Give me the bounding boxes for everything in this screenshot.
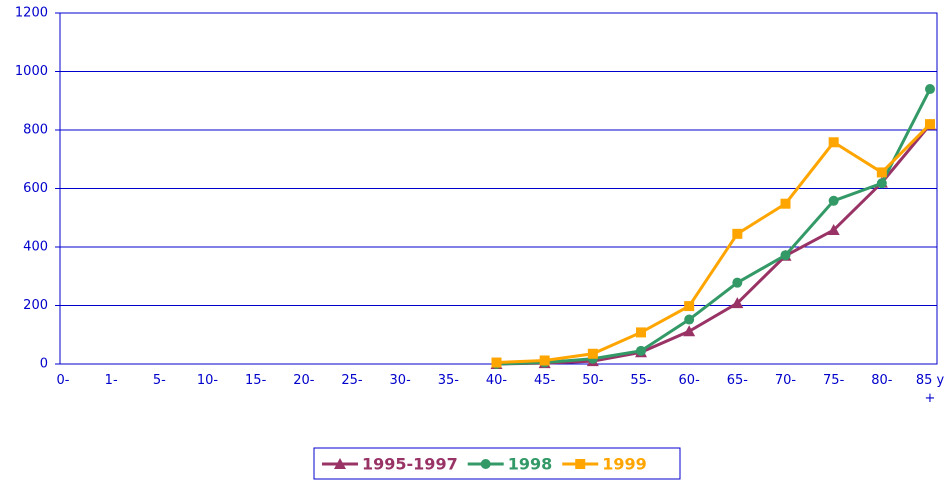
x-tick-label: 0- — [56, 373, 70, 388]
marker — [684, 314, 695, 325]
marker — [925, 119, 935, 130]
line — [496, 88, 932, 366]
marker — [876, 178, 887, 189]
legend-label: 1998 — [508, 455, 553, 474]
marker — [334, 458, 346, 469]
x-tick-label: 50- — [582, 373, 604, 388]
marker — [539, 355, 550, 366]
x-tick-label: 20- — [293, 373, 315, 388]
x-tick-label: 80- — [871, 373, 893, 388]
marker — [732, 228, 743, 239]
x-tick-label: 85 y + — [915, 373, 945, 406]
marker — [828, 137, 839, 148]
series — [491, 84, 935, 369]
series — [490, 118, 936, 369]
marker — [780, 250, 791, 261]
x-tick-label: 65- — [726, 373, 748, 388]
marker — [491, 357, 502, 368]
y-tick-label: 200 — [23, 298, 48, 313]
marker — [636, 345, 646, 356]
y-tick-label: 1200 — [15, 6, 48, 21]
x-tick-label: 5- — [152, 373, 166, 388]
y-tick-label: 0 — [40, 357, 48, 372]
x-tick-label: 60- — [678, 373, 700, 388]
x-tick-label: 30- — [389, 373, 411, 388]
marker — [780, 198, 791, 209]
x-tick-label: 70- — [774, 373, 797, 388]
marker — [684, 301, 695, 312]
marker — [636, 327, 646, 338]
marker — [480, 459, 491, 469]
x-tick-label: 45- — [534, 373, 556, 388]
y-tick-label: 1000 — [15, 64, 48, 79]
legend-label: 1995-1997 — [362, 455, 458, 474]
y-tick-label: 600 — [23, 181, 48, 196]
marker — [731, 297, 744, 309]
legend-label: 1999 — [602, 455, 647, 474]
x-tick-label: 75- — [823, 373, 845, 388]
marker — [587, 348, 598, 359]
marker — [827, 224, 840, 236]
y-tick-label: 800 — [23, 123, 48, 138]
x-tick-label: 1- — [104, 373, 118, 388]
marker — [732, 277, 743, 288]
marker — [575, 459, 586, 469]
marker — [925, 84, 935, 95]
x-tick-label: 55- — [630, 373, 652, 388]
x-tick-label: 40- — [485, 373, 508, 388]
y-tick-label: 400 — [23, 240, 48, 255]
line — [496, 123, 932, 365]
x-tick-label: 25- — [341, 373, 363, 388]
x-tick-label: 35- — [437, 373, 459, 388]
marker — [683, 325, 696, 337]
marker — [876, 167, 887, 178]
x-tick-label: 10- — [196, 373, 219, 388]
series — [491, 119, 935, 368]
x-tick-label: 15- — [245, 373, 267, 388]
marker — [828, 195, 839, 206]
